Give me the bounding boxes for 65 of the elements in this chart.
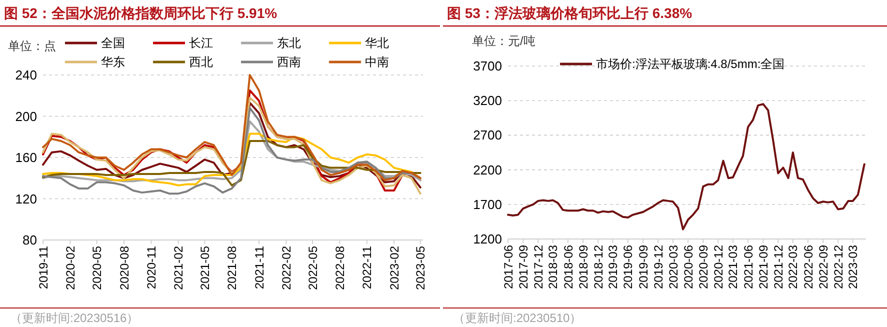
x-tick-label: 2020-02 — [63, 246, 78, 290]
legend-label: 市场价:浮法平板玻璃:4.8/5mm:全国 — [596, 57, 785, 71]
x-tick-label: 2021-02 — [172, 246, 186, 290]
y-tick-label: 2700 — [473, 128, 502, 143]
y-tick-label: 3200 — [473, 93, 502, 108]
y-axis-title: 单位：点 — [8, 39, 56, 53]
x-tick-label: 2019-11 — [36, 246, 50, 290]
legend-label: 华东 — [101, 55, 125, 69]
legend-label: 中南 — [365, 55, 389, 69]
y-tick-label: 80 — [22, 232, 37, 248]
legend-label: 西南 — [277, 55, 301, 69]
y-tick-label: 200 — [15, 108, 37, 124]
x-tick-label: 2020-06 — [681, 244, 696, 290]
x-tick-label: 2020-08 — [117, 246, 132, 290]
x-tick-label: 2017-09 — [516, 244, 530, 290]
x-tick-label: 2020-09 — [696, 244, 710, 290]
y-tick-label: 120 — [15, 191, 37, 206]
x-tick-label: 2020-11 — [144, 246, 158, 290]
legend-label: 全国 — [101, 36, 125, 50]
legend-label: 西北 — [189, 55, 213, 69]
legend-label: 华北 — [365, 36, 389, 50]
x-tick-label: 2017-12 — [531, 244, 546, 290]
x-tick-label: 2022-02 — [279, 246, 294, 290]
x-tick-label: 2021-05 — [198, 246, 212, 290]
x-tick-label: 2021-08 — [225, 246, 240, 290]
legend-label: 东北 — [277, 36, 301, 50]
x-tick-label: 2021-09 — [756, 244, 770, 290]
y-axis-title: 单位：元/吨 — [472, 34, 536, 48]
x-tick-label: 2019-03 — [606, 244, 620, 290]
x-tick-label: 2022-03 — [786, 244, 800, 290]
x-tick-label: 2020-03 — [666, 244, 680, 290]
x-tick-label: 2022-08 — [332, 246, 347, 290]
x-tick-label: 2018-03 — [546, 244, 560, 290]
y-tick-label: 160 — [15, 150, 37, 165]
x-tick-label: 2020-05 — [90, 246, 104, 290]
x-tick-label: 2021-06 — [741, 244, 756, 290]
text: （更新时间:20230510） — [453, 311, 582, 325]
x-tick-label: 2022-06 — [801, 244, 816, 290]
x-tick-label: 2022-11 — [360, 246, 374, 290]
text: （更新时间:20230516） — [10, 311, 139, 325]
x-tick-label: 2020-12 — [711, 244, 726, 290]
x-tick-label: 2019-06 — [621, 244, 636, 290]
y-tick-label: 3700 — [473, 58, 502, 74]
x-tick-label: 2023-02 — [387, 246, 402, 290]
chart-title: 图 52：全国水泥价格指数周环比下行 5.91% — [4, 5, 278, 21]
x-tick-label: 2022-12 — [831, 244, 846, 290]
y-tick-label: 240 — [15, 68, 37, 82]
x-tick-label: 2023-05 — [414, 246, 428, 290]
x-tick-label: 2019-12 — [651, 244, 666, 290]
chart-title: 图 53：浮法玻璃价格旬环比上行 6.38% — [447, 5, 693, 21]
x-tick-label: 2023-03 — [846, 244, 860, 290]
x-tick-label: 2021-11 — [252, 246, 266, 290]
y-tick-label: 2200 — [473, 162, 502, 178]
x-tick-label: 2021-12 — [771, 244, 786, 290]
y-tick-label: 1700 — [473, 196, 502, 212]
x-tick-label: 2018-06 — [561, 244, 576, 290]
x-tick-label: 2019-09 — [636, 244, 650, 290]
x-tick-label: 2022-09 — [816, 244, 830, 290]
x-tick-label: 2022-05 — [306, 246, 320, 290]
x-tick-label: 2018-09 — [576, 244, 590, 290]
legend-label: 长江 — [189, 36, 213, 50]
x-tick-label: 2018-12 — [591, 244, 606, 290]
y-tick-label: 1200 — [473, 232, 502, 246]
x-tick-label: 2021-03 — [726, 244, 740, 290]
x-tick-label: 2017-06 — [501, 244, 516, 290]
